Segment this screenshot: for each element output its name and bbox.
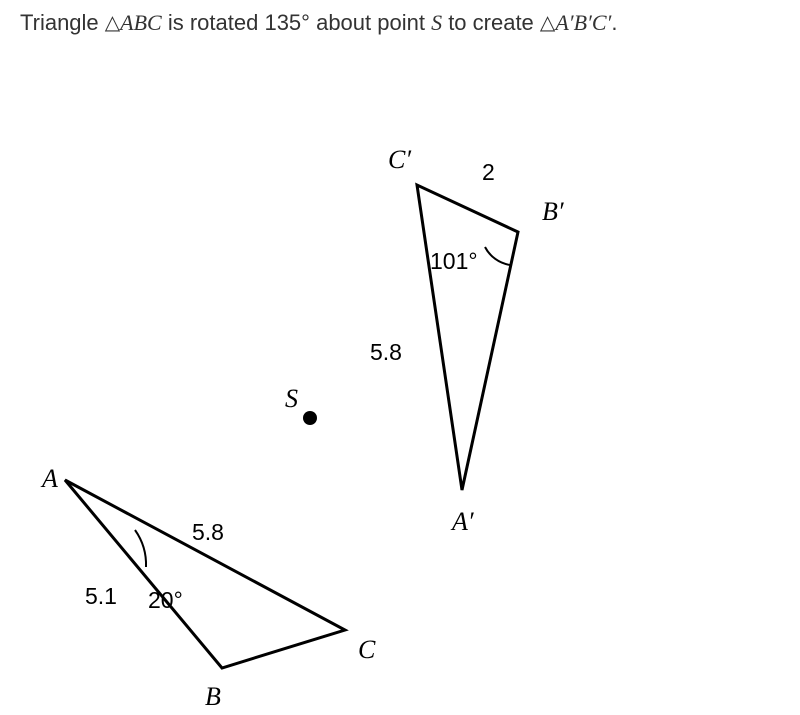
label-c-prime: C′ [388,145,411,174]
triangle-symbol-2: △ [540,10,555,35]
measure-ac-58: 5.8 [192,519,224,545]
label-c: C [358,635,376,664]
triangle2-name: A′B′C′ [555,10,611,35]
measure-angle-20: 20° [148,587,183,613]
measure-ac-prime-58: 5.8 [370,339,402,365]
text-mid2: about point [310,10,431,35]
triangle1-name: ABC [120,10,162,35]
angle-arc-101 [485,247,510,265]
problem-statement: Triangle △ABC is rotated 135° about poin… [0,0,800,36]
geometry-diagram: S A B C C′ B′ A′ 5.8 5.1 20° 5.8 2 101° [0,40,800,710]
angle-arc-20 [135,530,146,567]
label-s: S [285,384,298,413]
measure-ab-51: 5.1 [85,583,117,609]
center-point-name: S [431,10,442,35]
label-a: A [40,464,58,493]
label-b-prime: B′ [542,197,564,226]
text-prefix: Triangle [20,10,105,35]
text-mid3: to create [442,10,540,35]
label-a-prime: A′ [450,507,474,536]
measure-angle-101: 101° [430,248,478,274]
text-mid1: is rotated [162,10,265,35]
text-suffix: . [611,10,617,35]
triangle-abc-prime [417,185,518,490]
triangle-abc [65,480,345,668]
measure-bc-prime-2: 2 [482,159,495,185]
triangle-symbol-1: △ [105,10,120,35]
rotation-angle: 135° [264,10,310,35]
diagram-svg: S A B C C′ B′ A′ 5.8 5.1 20° 5.8 2 101° [0,40,800,710]
center-point-s [303,411,317,425]
label-b: B [205,682,221,710]
